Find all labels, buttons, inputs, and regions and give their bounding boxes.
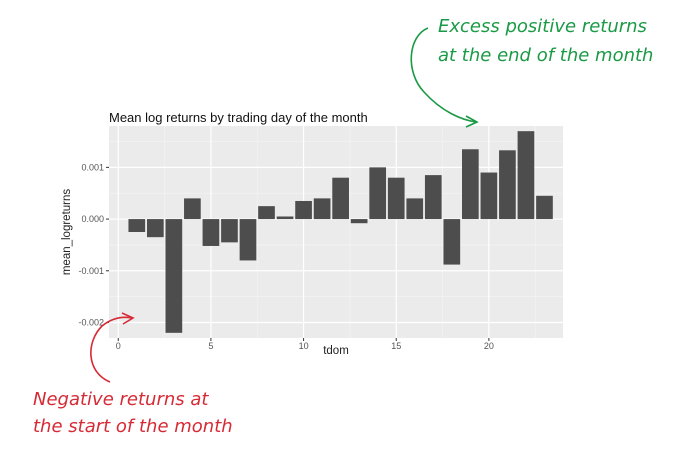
annotation-bottom-line1: Negative returns at	[33, 389, 209, 410]
x-tick-label: 15	[391, 341, 401, 351]
bar	[499, 150, 516, 220]
bar	[276, 216, 294, 220]
chart-title: Mean log returns by trading day of the m…	[109, 110, 368, 125]
bar	[221, 219, 238, 243]
annotation-top-line2: at the end of the month	[438, 45, 653, 66]
x-tick-label: 20	[484, 341, 494, 351]
bar	[443, 219, 461, 265]
annotation-arrowhead-bottom	[121, 312, 135, 325]
y-tick-label: -0.002	[78, 317, 104, 327]
y-tick-label: 0.001	[81, 162, 104, 172]
bar	[536, 195, 553, 220]
bar	[165, 219, 183, 333]
bar	[387, 177, 405, 220]
bar	[332, 177, 349, 220]
x-axis-title: tdom	[323, 345, 349, 357]
y-axis-title: mean_logreturns	[61, 189, 73, 276]
bar	[480, 172, 498, 220]
x-tick-label: 0	[116, 341, 121, 351]
bar	[369, 167, 387, 220]
annotation-arrowhead-top	[465, 115, 479, 128]
y-tick-label: -0.001	[78, 266, 104, 276]
x-tick-label: 5	[208, 341, 213, 351]
bar	[128, 219, 146, 232]
y-tick-label: 0.000	[81, 214, 104, 224]
bar	[239, 219, 257, 261]
plot-panel	[109, 126, 563, 338]
annotation-arrow-top	[410, 27, 477, 123]
annotation-arrow-bottom	[90, 316, 133, 383]
bar	[313, 198, 331, 220]
bar	[406, 198, 424, 220]
bar	[184, 198, 201, 220]
bar	[258, 206, 275, 220]
bar	[517, 131, 535, 220]
y-axis-ticks: -0.002 -0.001 0.000 0.001	[78, 162, 109, 327]
bar	[295, 200, 312, 220]
bar	[424, 175, 442, 220]
bar	[146, 219, 164, 238]
x-tick-label: 10	[299, 341, 309, 351]
bars	[128, 131, 553, 333]
annotation-bottom-line2: the start of the month	[33, 416, 233, 437]
bar	[462, 149, 479, 220]
x-axis-ticks: 0 5 10 15 20	[116, 338, 494, 351]
bar	[202, 219, 220, 246]
bar	[350, 219, 368, 224]
annotation-top-line1: Excess positive returns	[438, 16, 647, 37]
